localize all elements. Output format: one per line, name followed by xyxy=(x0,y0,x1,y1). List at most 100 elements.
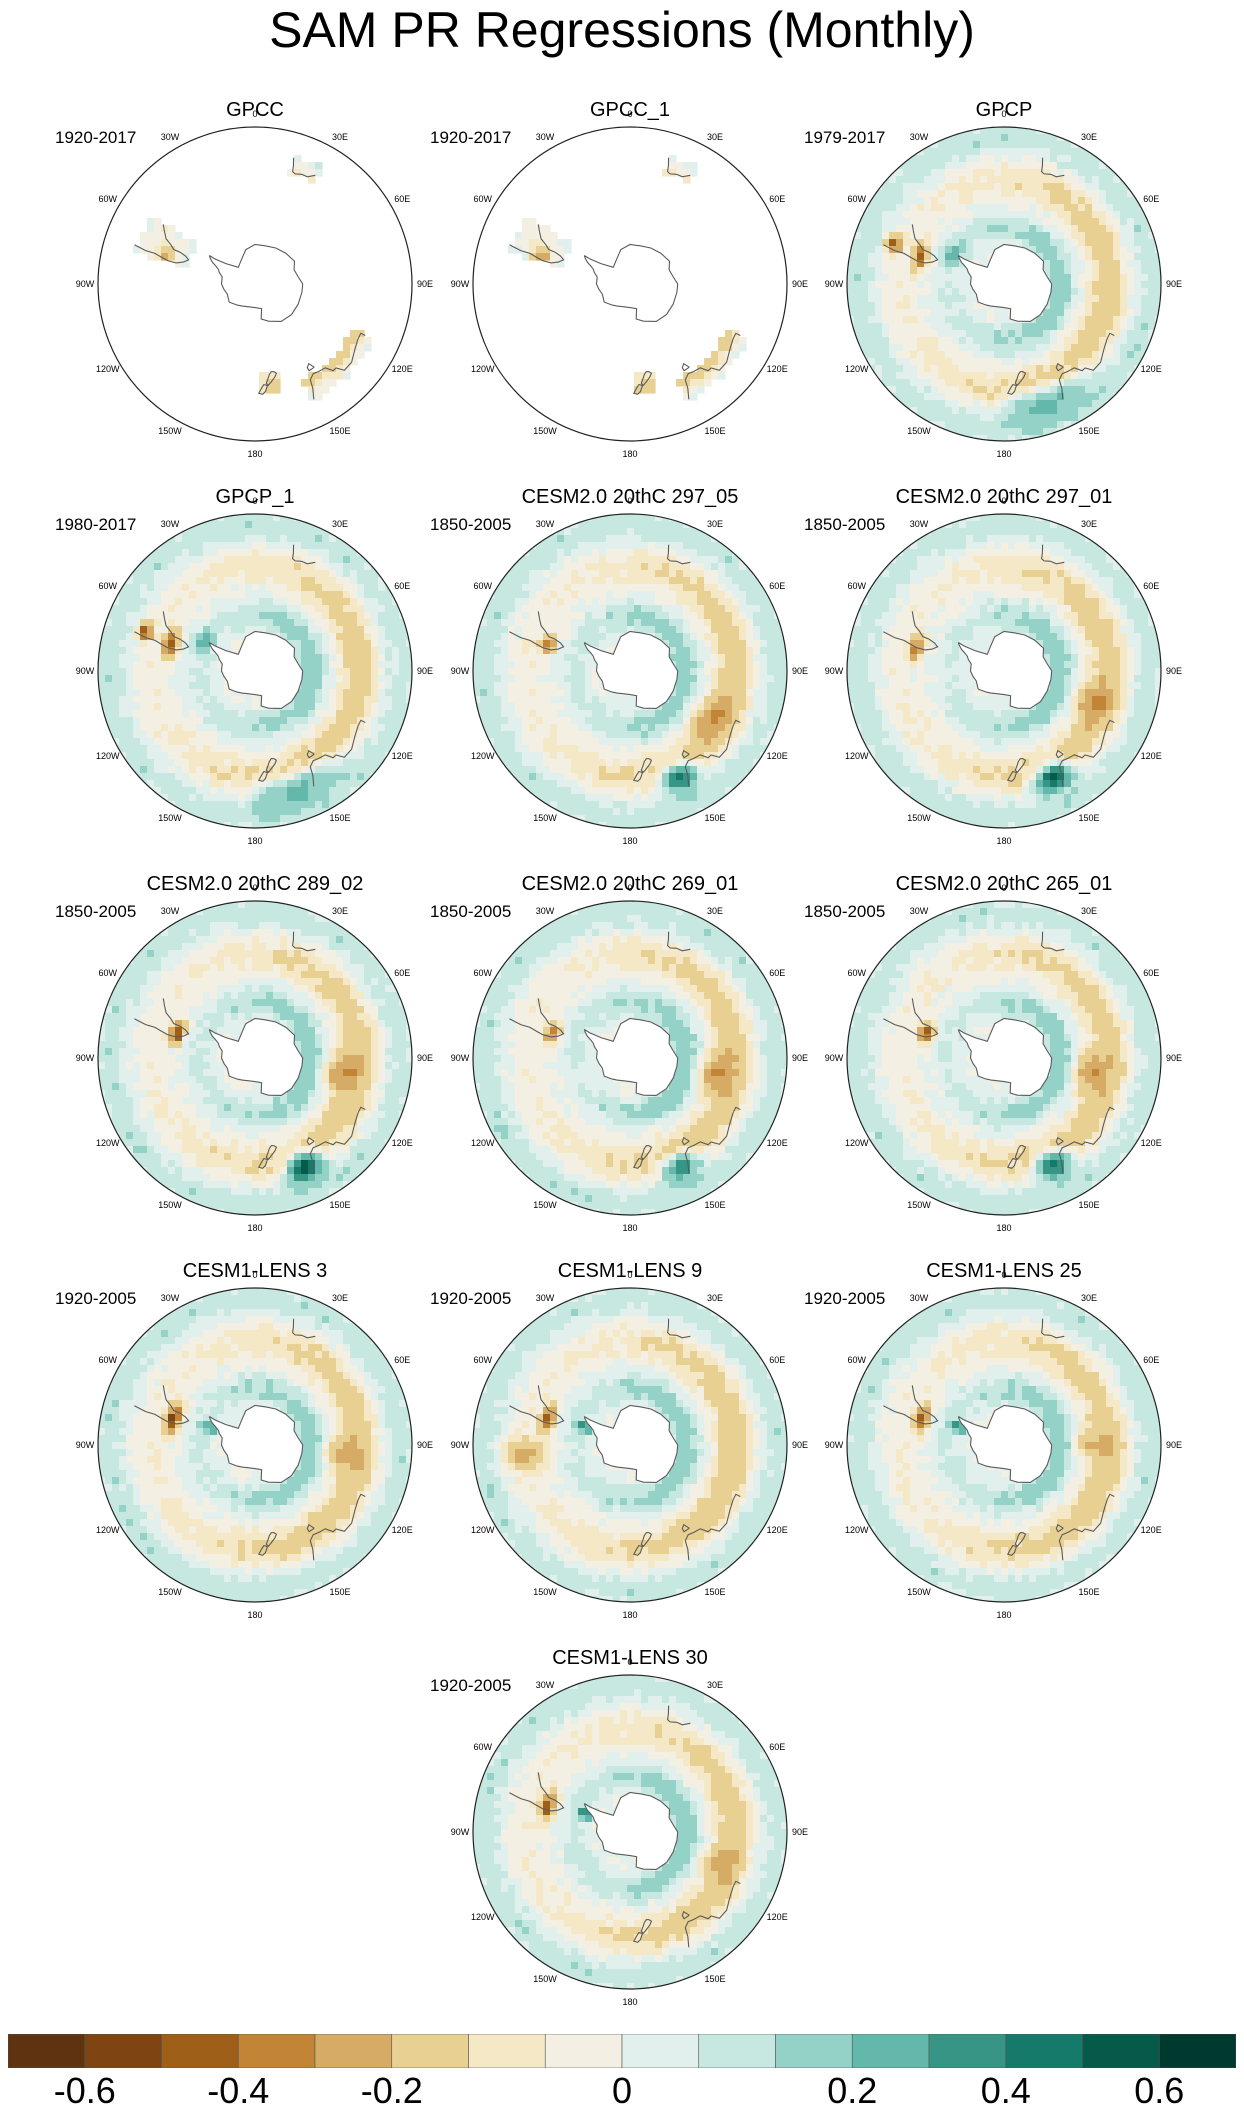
field-cell xyxy=(854,246,862,254)
field-cell xyxy=(861,281,869,289)
longitude-label: 180 xyxy=(247,836,262,846)
field-cell xyxy=(966,183,974,191)
field-cell xyxy=(746,570,754,578)
field-cell xyxy=(648,731,656,739)
field-cell xyxy=(634,556,642,564)
field-cell xyxy=(133,654,141,662)
field-cell xyxy=(952,281,960,289)
field-cell xyxy=(1085,260,1093,268)
field-cell xyxy=(648,542,656,550)
field-cell xyxy=(329,668,337,676)
field-cell xyxy=(182,661,190,669)
field-cell xyxy=(711,661,719,669)
field-cell xyxy=(966,295,974,303)
field-cell xyxy=(938,155,946,163)
field-cell xyxy=(501,584,509,592)
field-cell xyxy=(1036,407,1044,415)
field-cell xyxy=(536,535,544,543)
field-cell xyxy=(168,612,176,620)
field-cell xyxy=(725,591,733,599)
field-cell xyxy=(1092,379,1100,387)
field-cell xyxy=(641,710,649,718)
field-cell xyxy=(882,211,890,219)
field-cell xyxy=(917,337,925,345)
field-cell xyxy=(182,605,190,613)
field-cell xyxy=(168,549,176,557)
field-cell xyxy=(980,372,988,380)
field-cell xyxy=(669,738,677,746)
field-cell xyxy=(725,619,733,627)
field-cell xyxy=(252,605,260,613)
field-cell xyxy=(1057,232,1065,240)
field-cell xyxy=(952,169,960,177)
field-cell xyxy=(1113,281,1121,289)
field-cell xyxy=(725,330,733,338)
field-cell xyxy=(571,640,579,648)
field-cell xyxy=(994,428,1002,436)
field-cell xyxy=(1057,190,1065,198)
field-cell xyxy=(231,703,239,711)
field-cell xyxy=(1134,330,1142,338)
field-cell xyxy=(154,218,162,226)
field-cell xyxy=(739,577,747,585)
field-cell xyxy=(910,330,918,338)
field-cell xyxy=(550,675,558,683)
field-cell xyxy=(571,570,579,578)
field-cell xyxy=(1050,204,1058,212)
field-cell xyxy=(854,239,862,247)
field-cell xyxy=(480,640,488,648)
field-cell xyxy=(259,605,267,613)
field-cell xyxy=(105,640,113,648)
field-cell xyxy=(357,738,365,746)
field-cell xyxy=(522,570,530,578)
field-cell xyxy=(529,619,537,627)
field-cell xyxy=(578,556,586,564)
field-cell xyxy=(147,766,155,774)
field-cell xyxy=(371,654,379,662)
field-cell xyxy=(1057,274,1065,282)
field-cell xyxy=(1120,253,1128,261)
field-cell xyxy=(697,696,705,704)
field-cell xyxy=(676,605,684,613)
field-cell xyxy=(1134,260,1142,268)
field-cell xyxy=(315,169,323,177)
field-cell xyxy=(322,661,330,669)
field-cell xyxy=(1120,330,1128,338)
field-cell xyxy=(343,577,351,585)
field-cell xyxy=(704,626,712,634)
field-cell xyxy=(329,563,337,571)
field-cell xyxy=(203,717,211,725)
field-cell xyxy=(287,710,295,718)
field-cell xyxy=(1064,414,1072,422)
field-cell xyxy=(189,577,197,585)
field-cell xyxy=(585,542,593,550)
field-cell xyxy=(147,668,155,676)
field-cell xyxy=(161,710,169,718)
field-cell xyxy=(564,731,572,739)
field-cell xyxy=(550,612,558,620)
field-cell xyxy=(690,710,698,718)
field-cell xyxy=(931,344,939,352)
field-cell xyxy=(994,183,1002,191)
field-cell xyxy=(550,253,558,261)
field-cell xyxy=(515,703,523,711)
field-cell xyxy=(1022,190,1030,198)
field-cell xyxy=(959,400,967,408)
field-cell xyxy=(182,584,190,592)
field-cell xyxy=(882,169,890,177)
field-cell xyxy=(697,612,705,620)
field-cell xyxy=(494,703,502,711)
field-cell xyxy=(966,351,974,359)
field-cell xyxy=(336,682,344,690)
field-cell xyxy=(140,591,148,599)
field-cell xyxy=(196,759,204,767)
field-cell xyxy=(634,598,642,606)
field-cell xyxy=(980,197,988,205)
field-cell xyxy=(1071,344,1079,352)
field-cell xyxy=(329,591,337,599)
field-cell xyxy=(585,675,593,683)
field-cell xyxy=(238,591,246,599)
field-cell xyxy=(210,591,218,599)
field-cell xyxy=(627,577,635,585)
field-cell xyxy=(718,351,726,359)
